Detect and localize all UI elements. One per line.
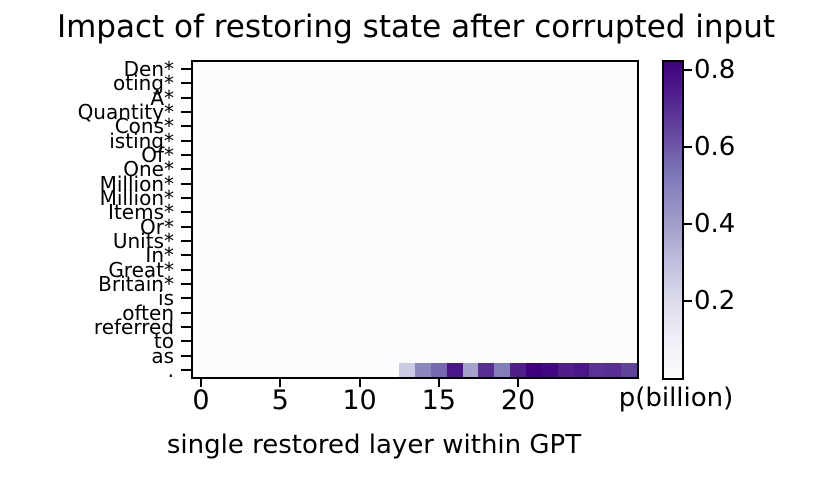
y-tick <box>181 268 191 271</box>
heatmap-cell <box>430 362 448 377</box>
y-tick-label-token: Million* <box>99 171 174 196</box>
heatmap-cell <box>415 362 432 377</box>
y-tick <box>181 354 191 357</box>
heatmap-cell <box>589 362 606 377</box>
colorbar-tick <box>682 68 692 71</box>
y-tick-label-token: oting* <box>112 71 174 96</box>
y-tick <box>181 340 191 343</box>
y-tick-label-token: as <box>151 343 174 368</box>
x-tick-label: 5 <box>271 385 289 416</box>
y-tick <box>181 111 191 114</box>
y-tick-label-token: One* <box>123 157 174 182</box>
y-tick-label-token: Million* <box>99 186 174 211</box>
heatmap-cell <box>557 362 575 377</box>
y-tick-label-token: . <box>167 357 174 382</box>
x-tick <box>437 377 440 387</box>
heatmap-cell <box>605 362 622 377</box>
y-tick-label-token: to <box>153 329 174 354</box>
heatmap-cell <box>573 362 590 377</box>
y-tick <box>181 325 191 328</box>
y-tick-label-token: is <box>158 286 174 311</box>
heatmap-cell <box>526 362 543 377</box>
x-axis-label: single restored layer within GPT <box>166 430 582 460</box>
heatmap-cell <box>621 362 638 377</box>
heatmap-cell <box>541 362 559 377</box>
y-tick-label-token: A* <box>150 85 174 110</box>
heatmap-cell <box>446 362 464 377</box>
y-tick-label-token: Of* <box>141 143 174 168</box>
heatmap-cell <box>399 362 416 377</box>
y-tick <box>181 225 191 228</box>
y-tick-label-token: Units* <box>112 228 174 253</box>
y-tick <box>181 82 191 85</box>
x-tick-label: 20 <box>500 385 536 416</box>
y-tick-label-token: often <box>122 300 174 325</box>
y-tick <box>181 311 191 314</box>
x-tick-label: 15 <box>421 385 456 416</box>
y-tick-label-token: Items* <box>108 200 174 225</box>
y-tick <box>181 197 191 200</box>
y-tick-label-token: Den* <box>123 57 174 82</box>
y-tick <box>181 125 191 128</box>
y-tick <box>181 182 191 185</box>
y-tick <box>181 368 191 371</box>
heatmap-plot: 0 5 10 15 20 <box>181 60 639 416</box>
y-tick <box>181 68 191 71</box>
x-tick-label: 10 <box>342 385 377 416</box>
colorbar-tick-label: 0.2 <box>694 285 736 316</box>
y-tick <box>181 168 191 171</box>
x-tick <box>517 377 520 387</box>
colorbar <box>662 60 692 380</box>
y-tick <box>181 254 191 257</box>
y-tick <box>181 211 191 214</box>
y-tick-label-token: referred <box>93 314 174 339</box>
y-tick-label-token: isting* <box>109 128 174 153</box>
y-tick-label-token: Quantity* <box>77 100 174 125</box>
heatmap-cell <box>494 362 511 377</box>
colorbar-label: p(billion) <box>618 383 734 413</box>
colorbar-tick <box>682 222 692 225</box>
y-tick <box>181 139 191 142</box>
colorbar-tick-label: 0.8 <box>694 54 736 85</box>
x-tick <box>279 377 282 387</box>
y-tick-label-token: Britain* <box>98 271 174 296</box>
colorbar-tick-label: 0.6 <box>694 131 736 162</box>
y-tick-label-token: Cons* <box>114 114 174 139</box>
y-tick <box>181 297 191 300</box>
chart-title: Impact of restoring state after corrupte… <box>56 9 776 45</box>
y-tick <box>181 154 191 157</box>
x-tick <box>199 377 202 387</box>
y-tick <box>181 96 191 99</box>
y-tick <box>181 239 191 242</box>
colorbar-tick <box>682 299 692 302</box>
y-tick-label-token: In* <box>145 243 174 268</box>
colorbar-tick-label: 0.4 <box>694 208 736 239</box>
x-tick <box>358 377 361 387</box>
y-tick <box>181 282 191 285</box>
heatmap-cell <box>478 362 495 377</box>
x-tick-label: 0 <box>192 385 210 416</box>
heatmap-cell <box>462 362 479 377</box>
y-tick-label-token: Or* <box>140 214 174 239</box>
y-tick-label-token: Great* <box>108 257 174 282</box>
heatmap-cell <box>510 362 527 377</box>
colorbar-tick <box>682 145 692 148</box>
